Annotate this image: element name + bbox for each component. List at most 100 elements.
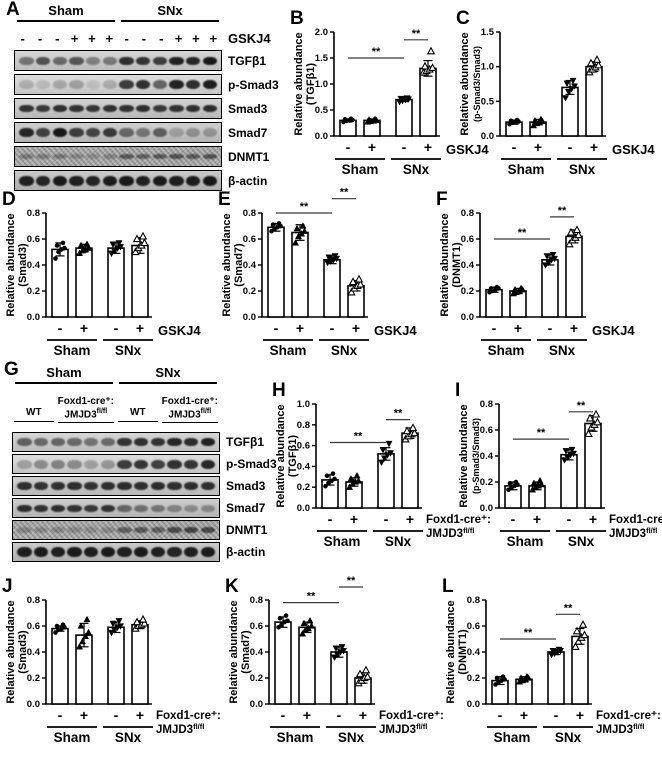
- scatter-point-tri: [307, 622, 316, 629]
- blot-band: [183, 482, 199, 490]
- bar: [547, 651, 565, 705]
- scatter-point-circle: [60, 240, 66, 246]
- blot-lane: [33, 504, 50, 512]
- scatter-point-tri: [83, 240, 91, 247]
- blot-strip: [12, 542, 220, 562]
- blot-band: [33, 547, 49, 557]
- blot-band: [167, 438, 182, 446]
- blot-band: [185, 105, 201, 112]
- y-axis-title-line1: Relative abundance: [445, 600, 457, 703]
- blot-lane: [168, 128, 185, 137]
- blot-subgroup-underline: [57, 422, 114, 424]
- scatter-point-tridown: [333, 651, 342, 659]
- scatter-point-tridown: [386, 450, 395, 457]
- blot-band: [100, 504, 115, 512]
- scatter-point-circle: [323, 483, 328, 489]
- y-tick-label: 0.8: [467, 595, 480, 606]
- panel-label: L: [442, 576, 454, 597]
- blot-lane: [168, 105, 185, 112]
- blot-lane: [85, 56, 102, 65]
- blot-band: [19, 128, 34, 137]
- blot-lane: [135, 80, 152, 89]
- y-tick-label: 0.0: [250, 699, 263, 710]
- subgroup-label-line1: [14, 396, 54, 407]
- blot-lane: [68, 175, 85, 186]
- panel-label: H: [272, 380, 286, 401]
- scatter-point-triopen: [354, 274, 364, 283]
- x-tick-sign: +: [533, 511, 541, 527]
- y-tick-label: 0.8: [27, 595, 40, 606]
- blot-lane: [149, 482, 166, 490]
- blot-lane: [49, 459, 66, 469]
- blot-group-label: Sham: [46, 365, 82, 380]
- y-tick-label: 0.8: [250, 595, 263, 606]
- scatter-point-triopen: [140, 618, 149, 627]
- group-label: Sham: [507, 534, 544, 549]
- blot-lane: [101, 154, 118, 159]
- group-label: Sham: [277, 730, 314, 745]
- scatter-point-triopen: [402, 426, 412, 435]
- blot-lane: [118, 80, 135, 89]
- scatter-point-tridown: [110, 627, 119, 634]
- blot-lane: [133, 459, 150, 469]
- scatter-point-tri: [77, 622, 85, 629]
- blot-lane: [168, 56, 185, 65]
- bar-chart-J: J Relative abundance (Smad3) 0.0 0.2 0.4 0.6 0.…: [2, 576, 221, 745]
- bar-chart-I: I Relative abundance (p-Smad3/Smad3) 0.0 0.2…: [455, 380, 662, 549]
- blot-band: [67, 438, 82, 446]
- blot-lane: [151, 105, 168, 112]
- bar: [107, 247, 125, 318]
- blot-band: [19, 56, 34, 65]
- panel-label: G: [4, 359, 19, 380]
- blot-band: [102, 56, 117, 65]
- scatter-point-circle: [506, 487, 511, 493]
- scatter-point-tri: [353, 471, 361, 479]
- blot-band: [133, 459, 149, 469]
- subgroup-label-line2: WT: [26, 407, 42, 418]
- blot-lane: [183, 459, 200, 469]
- blot-band: [150, 482, 165, 490]
- y-axis-title-line2: (DNMT1): [457, 629, 469, 675]
- blot-row-label: DNMT1: [228, 149, 270, 164]
- scatter-point-triopen: [348, 277, 358, 286]
- x-tick-sign: -: [402, 139, 407, 155]
- blot-band: [117, 527, 132, 533]
- x-tick-sign: +: [350, 511, 358, 527]
- scatter-point-tridown: [549, 251, 557, 259]
- blot-band: [185, 175, 201, 186]
- blot-lane: [99, 547, 116, 557]
- blot-lane: [18, 128, 35, 137]
- scatter-point-tridown: [567, 86, 576, 93]
- treatment-label-line1: Foxd1-cre⁺:: [379, 710, 444, 722]
- panel-l-bar-chart: L Relative abundance (DNMT1) 0.0 0.2 0.4 0.6 0.…: [442, 572, 661, 757]
- scatter-point-tri: [523, 672, 531, 680]
- blot-lane: [16, 504, 33, 512]
- scatter-point-triopen: [574, 230, 583, 239]
- blot-band: [200, 504, 215, 512]
- blot-band: [202, 105, 217, 112]
- blot-band: [167, 547, 182, 557]
- blot-lane: [149, 504, 166, 512]
- blot-lane: [85, 175, 102, 186]
- blot-band: [50, 438, 65, 446]
- subgroup-label-line2: JMJD3fl/fl: [168, 407, 212, 420]
- blot-band: [33, 459, 49, 469]
- bar: [585, 65, 603, 137]
- blot-lane: [49, 504, 66, 512]
- blot-lane: [168, 175, 185, 186]
- blot-band: [50, 527, 65, 533]
- x-tick-sign: -: [567, 511, 572, 527]
- blot-strip: [12, 454, 220, 474]
- treatment-label-superscript: fl/fl: [463, 526, 474, 535]
- blot-subgroup-underline: [161, 422, 218, 424]
- blot-lane: [68, 154, 85, 159]
- blot-band: [183, 459, 199, 469]
- scatter-point-tri: [300, 619, 308, 627]
- y-axis-title-line2: (TGFβ1): [287, 435, 299, 477]
- y-tick-label: 0.6: [243, 234, 256, 245]
- y-axis-title-line1: Relative abundance: [458, 404, 470, 507]
- scatter-point-circle: [513, 479, 519, 485]
- scatter-point-circle: [277, 615, 283, 621]
- blot-lane: [101, 80, 118, 89]
